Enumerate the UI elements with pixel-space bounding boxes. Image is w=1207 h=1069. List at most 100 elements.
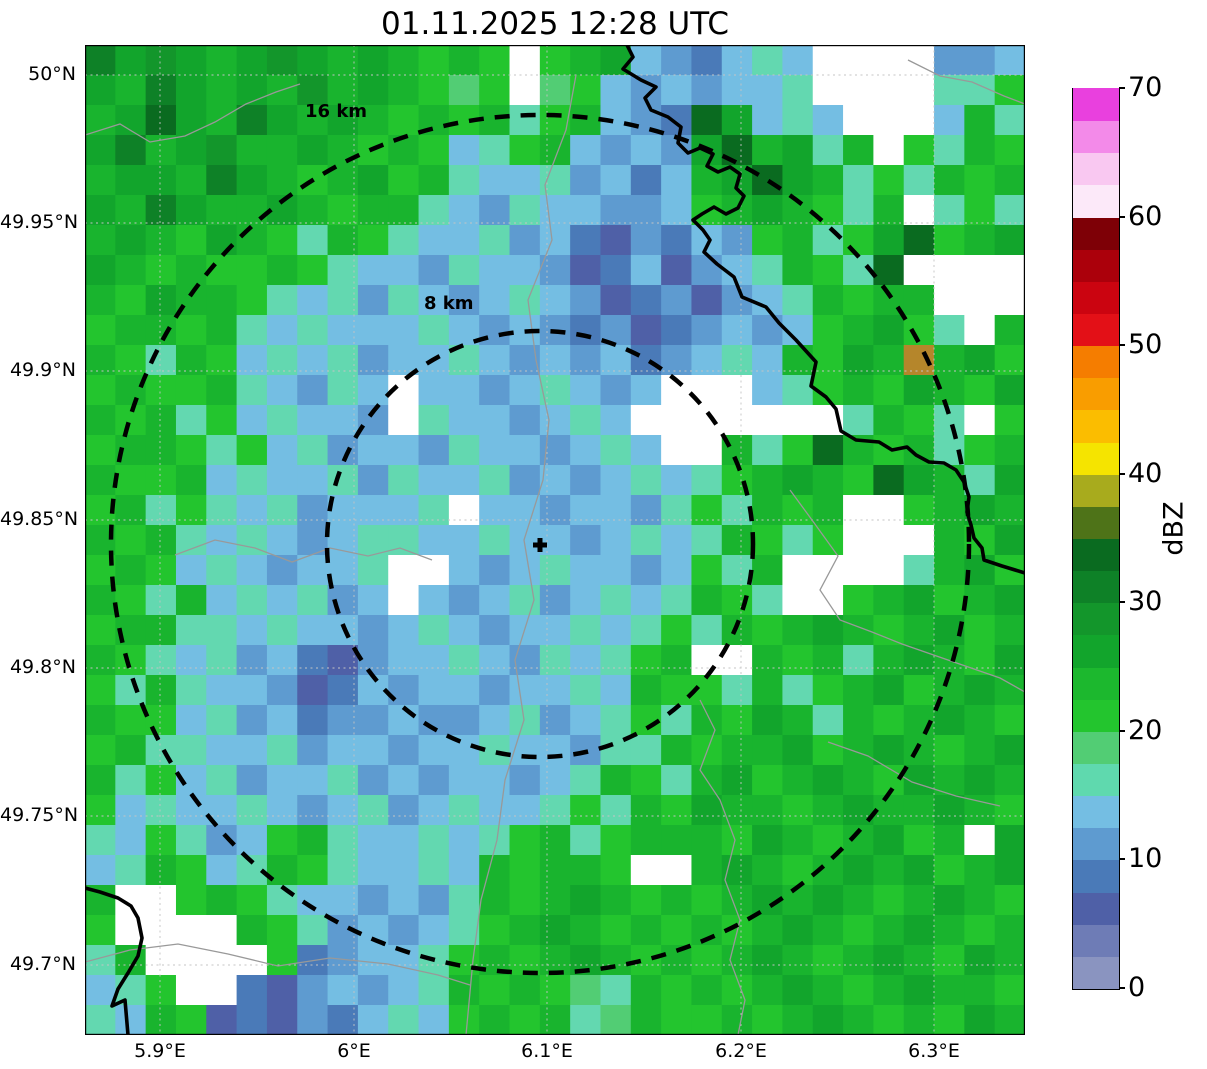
radar-cell [418,495,450,526]
radar-cell [661,675,693,706]
radar-cell [600,795,632,826]
colorbar-segment [1073,345,1119,379]
radar-cell [843,75,874,106]
radar-cell [600,1005,632,1035]
radar-cell [266,435,298,466]
radar-cell [388,75,420,106]
radar-cell [327,285,359,316]
radar-cell [327,375,359,406]
radar-cell [812,615,844,646]
admin-boundary-line [465,74,577,1035]
radar-cell [752,585,784,616]
colorbar-segment [1073,763,1119,797]
radar-cell [691,795,723,826]
radar-cell [539,855,571,886]
radar-cell [236,705,268,736]
radar-cell [873,585,905,616]
radar-cell [175,705,207,736]
radar-cell [721,555,753,586]
radar-cell [752,225,784,256]
colorbar [1072,88,1120,990]
radar-cell [630,255,662,286]
radar-cell [661,165,693,196]
radar-cell [175,105,207,136]
radar-cell [812,735,844,766]
radar-cell [812,585,844,616]
radar-cell [782,555,814,586]
radar-cell [236,255,268,286]
radar-cell [85,645,116,676]
radar-cell [994,195,1025,226]
radar-cell [357,525,389,556]
radar-cell [934,915,965,946]
radar-cell [721,1005,753,1035]
radar-cell [812,885,844,916]
radar-cell [388,135,420,166]
radar-cell [691,855,723,886]
radar-cell [357,555,389,586]
radar-cell [812,135,844,166]
radar-cell [903,375,935,406]
radar-cell [600,585,632,616]
radar-cell [539,825,571,856]
radar-cell [994,315,1025,346]
radar-cell [994,825,1025,856]
radar-cell [570,885,602,916]
radar-cell [661,645,693,676]
colorbar-segment [1073,313,1119,347]
radar-cell [782,525,814,556]
radar-cell [206,735,238,766]
radar-cell [418,795,450,826]
radar-cell [479,375,511,406]
radar-cell [509,765,541,796]
colorbar-segment [1073,216,1119,250]
radar-cell [843,585,874,616]
radar-cell [357,165,389,196]
radar-cell [570,345,602,376]
radar-cell [570,435,602,466]
radar-cell [752,405,784,436]
radar-cell [115,585,147,616]
radar-cell [964,615,996,646]
radar-cell [903,555,935,586]
radar-cell [418,765,450,796]
radar-cell [812,705,844,736]
radar-cell [661,1005,693,1035]
radar-cell [509,465,541,496]
radar-cell [691,1005,723,1035]
radar-cell [812,195,844,226]
radar-cell [721,765,753,796]
radar-cell [448,45,480,76]
radar-cell [357,945,389,976]
radar-cell [630,525,662,556]
radar-cell [661,285,693,316]
radar-cell [206,705,238,736]
radar-cell [297,435,329,466]
colorbar-tick [1119,472,1125,475]
radar-cell [388,285,420,316]
radar-cell [388,885,420,916]
radar-cell [236,345,268,376]
radar-cell [145,45,177,76]
radar-cell [479,465,511,496]
radar-cell [297,375,329,406]
radar-cell [964,345,996,376]
radar-cell [236,675,268,706]
radar-cell [388,45,420,76]
radar-cell [994,615,1025,646]
radar-cell [600,825,632,856]
radar-cell [843,735,874,766]
radar-cell [721,795,753,826]
radar-cell [539,255,571,286]
radar-cell [206,615,238,646]
radar-cell [964,255,996,286]
radar-cell [236,135,268,166]
radar-cell [479,435,511,466]
radar-cell [266,405,298,436]
radar-cell [357,645,389,676]
radar-cell [448,405,480,436]
y-tick-label: 49.9°N [9,359,76,381]
radar-cell [297,75,329,106]
radar-cell [873,915,905,946]
